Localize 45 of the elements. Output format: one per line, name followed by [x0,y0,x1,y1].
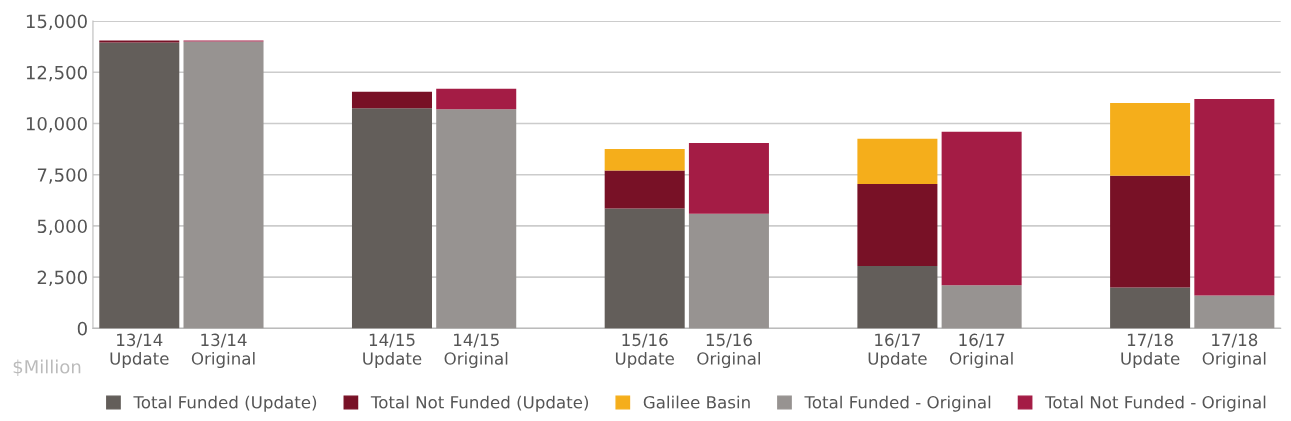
legend-label: Total Funded - Original [804,395,991,412]
y-tick-label: 10,000 [26,116,87,133]
y-tick-label: 2,500 [37,270,87,287]
legend-label: Total Not Funded - Original [1045,395,1266,412]
bar [604,208,685,329]
x-tick-label: 16/17 Update [868,333,927,369]
bar [1194,295,1275,329]
y-tick-label: 5,000 [37,219,87,235]
x-tick-label: 16/17 Original [949,333,1013,369]
bar [1110,287,1191,329]
y-tick-label: 0 [77,321,87,336]
bar [857,138,938,184]
bar [604,170,685,209]
bar [857,183,938,266]
x-tick-label: 13/14 Original [191,333,255,369]
x-tick-label: 14/15 Update [363,333,422,369]
bar [351,108,432,329]
bar [1194,98,1275,296]
bar [1110,175,1191,288]
x-tick-label: 17/18 Original [1202,333,1266,369]
bar [351,91,432,109]
y-tick-label: 12,500 [26,65,87,82]
bar [436,88,517,110]
bar [99,40,180,43]
bar [1110,103,1191,176]
x-tick-label: 15/16 Update [615,333,674,369]
x-tick-label: 14/15 Original [444,333,508,369]
bar [857,265,938,329]
y-tick-label: 15,000 [26,14,87,31]
bar [183,41,264,329]
x-tick-label: 15/16 Original [697,333,760,369]
x-tick-label: 13/14 Update [110,333,169,369]
bar [99,42,180,329]
bar [941,131,1022,286]
bar [604,149,685,171]
x-tick-label: 17/18 Update [1121,333,1180,369]
y-tick-label: 7,500 [37,168,87,184]
bar [941,285,1022,329]
bar [688,213,769,329]
y-axis-title: $Million [13,359,81,376]
bar [688,142,769,214]
legend-label: Galilee Basin [643,395,750,409]
legend-label: Total Funded (Update) [133,395,317,412]
bar [436,109,517,329]
legend-label: Total Not Funded (Update) [370,395,589,412]
